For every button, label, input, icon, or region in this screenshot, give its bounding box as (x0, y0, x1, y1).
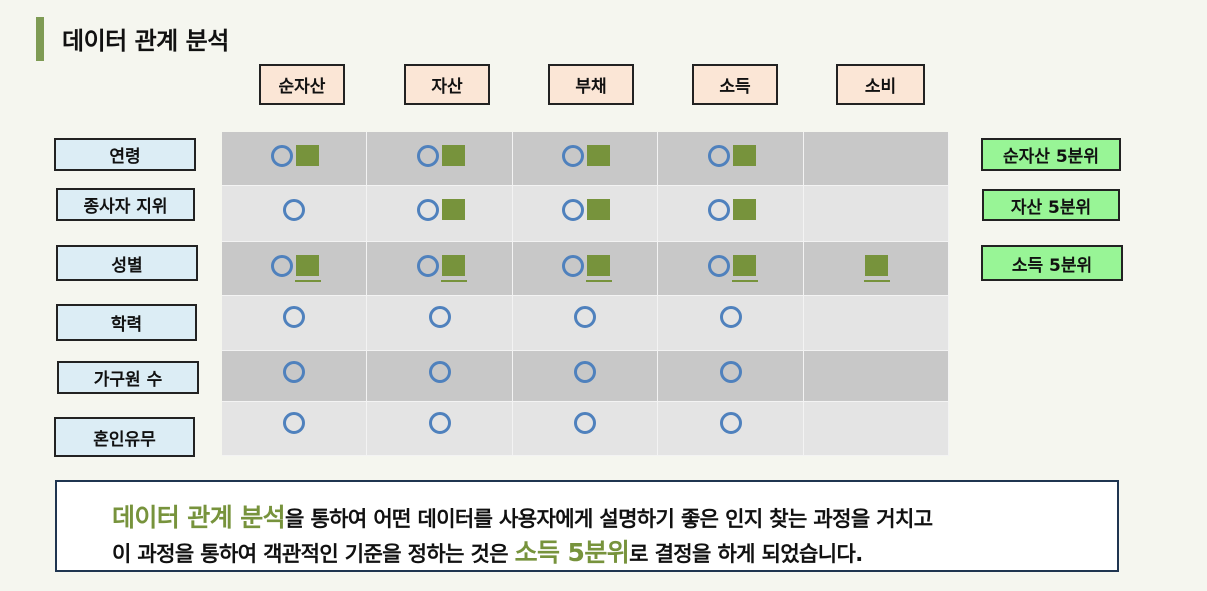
matrix-cell (222, 132, 368, 186)
conclusion-line-1: 데이터 관계 분석을 통하여 어떤 데이터를 사용자에게 설명하기 좋은 인지 … (112, 498, 933, 534)
matrix-cell (512, 132, 659, 186)
matrix-cell (803, 351, 949, 402)
circle-mark (283, 306, 305, 328)
circle-mark (271, 255, 293, 277)
square-mark (733, 145, 756, 166)
conclusion-line-2: 이 과정을 통하여 객관적인 기준을 정하는 것은 소득 5분위로 결정을 하게… (112, 533, 863, 569)
square-mark (442, 145, 465, 166)
matrix-cell (367, 132, 513, 186)
matrix-cell (658, 242, 804, 296)
circle-mark (562, 199, 584, 221)
label-income-quintile: 소득 5분위 (981, 245, 1123, 281)
column-header-income: 소득 (692, 64, 778, 105)
underline-mark (864, 280, 890, 282)
matrix-cell (512, 186, 659, 242)
column-header-consumption: 소비 (836, 64, 925, 105)
matrix-cell (367, 186, 513, 242)
square-mark (587, 145, 610, 166)
square-mark (587, 199, 610, 220)
square-mark (733, 199, 756, 220)
circle-mark (283, 412, 305, 434)
circle-mark (271, 145, 293, 167)
square-mark (587, 255, 610, 276)
conclusion-line-2-suffix: 로 결정을 하게 되었습니다. (629, 542, 863, 566)
circle-mark (417, 145, 439, 167)
label-net-assets-quintile: 순자산 5분위 (981, 138, 1121, 171)
square-mark (442, 255, 465, 276)
row-header-marital-status: 혼인유무 (54, 417, 195, 457)
underline-mark (441, 280, 467, 282)
conclusion-line-2-prefix: 이 과정을 통하여 객관적인 기준을 정하는 것은 (112, 542, 515, 566)
conclusion-box: 데이터 관계 분석을 통하여 어떤 데이터를 사용자에게 설명하기 좋은 인지 … (55, 480, 1119, 572)
circle-mark (417, 255, 439, 277)
circle-mark (708, 145, 730, 167)
label-assets-quintile: 자산 5분위 (982, 189, 1120, 221)
circle-mark (720, 306, 742, 328)
relationship-matrix (222, 132, 949, 456)
circle-mark (574, 306, 596, 328)
matrix-cell (658, 132, 804, 186)
circle-mark (562, 145, 584, 167)
page-title: 데이터 관계 분석 (62, 27, 229, 55)
underline-mark (732, 280, 758, 282)
circle-mark (562, 255, 584, 277)
circle-mark (429, 412, 451, 434)
matrix-cell (367, 242, 513, 296)
circle-mark (708, 255, 730, 277)
row-header-age: 연령 (54, 138, 196, 171)
circle-mark (429, 306, 451, 328)
column-header-assets: 자산 (404, 64, 490, 105)
circle-mark (720, 361, 742, 383)
square-mark (296, 255, 319, 276)
column-header-net-assets: 순자산 (259, 64, 345, 105)
square-mark (442, 199, 465, 220)
circle-mark (708, 199, 730, 221)
circle-mark (720, 412, 742, 434)
circle-mark (283, 361, 305, 383)
circle-mark (429, 361, 451, 383)
circle-mark (574, 361, 596, 383)
matrix-cell (803, 402, 949, 456)
row-header-education: 학력 (56, 304, 197, 341)
matrix-cell (658, 186, 804, 242)
underline-mark (586, 280, 612, 282)
matrix-cell (222, 242, 368, 296)
matrix-cell (512, 242, 659, 296)
row-header-household-size: 가구원 수 (57, 361, 199, 394)
conclusion-line-1-text: 을 통하여 어떤 데이터를 사용자에게 설명하기 좋은 인지 찾는 과정을 거치… (285, 507, 933, 531)
circle-mark (283, 199, 305, 221)
matrix-cell (803, 132, 949, 186)
matrix-cell (803, 296, 949, 351)
conclusion-highlight-analysis: 데이터 관계 분석 (112, 503, 286, 532)
square-mark (865, 255, 888, 276)
title-accent-bar (36, 17, 44, 61)
circle-mark (574, 412, 596, 434)
circle-mark (417, 199, 439, 221)
row-header-job-status: 종사자 지위 (56, 188, 195, 221)
underline-mark (295, 280, 321, 282)
row-header-gender: 성별 (56, 245, 198, 281)
square-mark (733, 255, 756, 276)
matrix-cell (803, 186, 949, 242)
square-mark (296, 145, 319, 166)
column-header-debt: 부채 (548, 64, 634, 105)
conclusion-highlight-income-quintile: 소득 5분위 (514, 538, 630, 567)
